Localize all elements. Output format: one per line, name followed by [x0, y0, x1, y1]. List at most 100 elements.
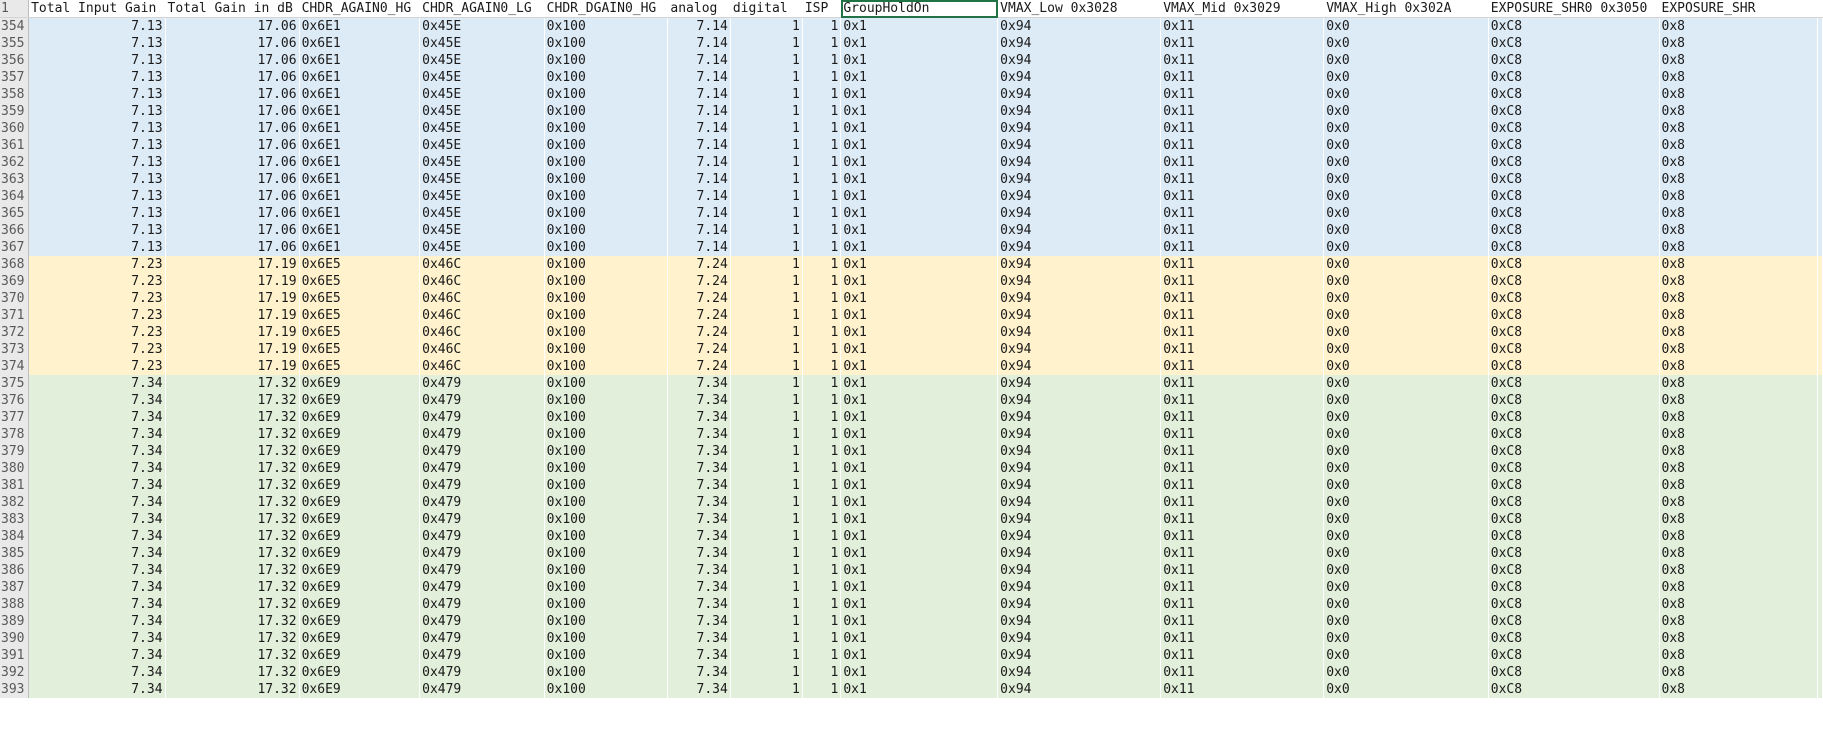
table-cell[interactable]: 0x100	[544, 290, 668, 307]
table-cell[interactable]: 1	[802, 171, 841, 188]
table-cell[interactable]: 0x0	[1323, 460, 1489, 477]
table-cell[interactable]: 0x0	[1323, 86, 1489, 103]
table-cell[interactable]: 7.34	[667, 528, 731, 545]
table-cell[interactable]: 7.34	[667, 613, 731, 630]
table-cell[interactable]: 0x8	[1659, 171, 1818, 188]
table-cell[interactable]: 7.34	[28, 528, 166, 545]
table-cell[interactable]: 0x94	[997, 647, 1161, 664]
table-cell[interactable]: 0x479	[419, 392, 545, 409]
table-cell[interactable]	[1817, 375, 1823, 392]
table-cell[interactable]: 0x11	[1160, 596, 1324, 613]
table-cell[interactable]: 0x8	[1659, 681, 1818, 698]
table-cell[interactable]	[1817, 494, 1823, 511]
table-cell[interactable]: 0x8	[1659, 273, 1818, 290]
table-cell[interactable]: 1	[802, 443, 841, 460]
table-cell[interactable]: 0x100	[544, 426, 668, 443]
table-cell[interactable]: 0x1	[840, 375, 998, 392]
table-cell[interactable]: 1	[802, 120, 841, 137]
row-number[interactable]: 362	[0, 154, 30, 171]
table-cell[interactable]: 0x94	[997, 545, 1161, 562]
table-cell[interactable]: 0xC8	[1488, 579, 1659, 596]
table-cell[interactable]: 0xC8	[1488, 273, 1659, 290]
table-cell[interactable]: 1	[730, 460, 803, 477]
column-header-cell[interactable]: digital	[730, 0, 803, 18]
row-number[interactable]: 354	[0, 17, 30, 35]
table-cell[interactable]: 0x100	[544, 545, 668, 562]
table-cell[interactable]: 17.06	[165, 239, 300, 256]
table-cell[interactable]: 17.06	[165, 188, 300, 205]
row-number[interactable]: 369	[0, 273, 30, 290]
table-cell[interactable]: 0x94	[997, 664, 1161, 681]
table-cell[interactable]: 0x46C	[419, 290, 545, 307]
table-cell[interactable]: 0x6E1	[299, 35, 420, 52]
table-cell[interactable]: 0x11	[1160, 273, 1324, 290]
table-cell[interactable]: 17.32	[165, 375, 300, 392]
table-cell[interactable]: 7.34	[28, 511, 166, 528]
table-cell[interactable]: 7.34	[28, 494, 166, 511]
table-cell[interactable]	[1817, 324, 1823, 341]
table-cell[interactable]: 7.13	[28, 137, 166, 154]
table-cell[interactable]: 0x45E	[419, 205, 545, 222]
table-cell[interactable]: 0xC8	[1488, 681, 1659, 698]
table-cell[interactable]	[1817, 562, 1823, 579]
table-cell[interactable]: 1	[802, 358, 841, 375]
table-cell[interactable]: 0x100	[544, 239, 668, 256]
table-cell[interactable]: 7.23	[28, 358, 166, 375]
row-number[interactable]: 371	[0, 307, 30, 324]
table-cell[interactable]: 7.14	[667, 222, 731, 239]
table-cell[interactable]: 1	[730, 35, 803, 52]
table-cell[interactable]: 1	[802, 103, 841, 120]
table-cell[interactable]: 7.34	[28, 664, 166, 681]
table-cell[interactable]: 0x11	[1160, 188, 1324, 205]
table-cell[interactable]: 0x11	[1160, 613, 1324, 630]
table-cell[interactable]: 0x11	[1160, 307, 1324, 324]
table-cell[interactable]: 7.13	[28, 103, 166, 120]
table-cell[interactable]: 7.34	[667, 460, 731, 477]
table-cell[interactable]: 1	[802, 341, 841, 358]
table-cell[interactable]: 0x11	[1160, 460, 1324, 477]
table-cell[interactable]: 0x45E	[419, 120, 545, 137]
table-cell[interactable]: 0x45E	[419, 239, 545, 256]
table-cell[interactable]: 0xC8	[1488, 222, 1659, 239]
table-cell[interactable]: 0x0	[1323, 35, 1489, 52]
table-cell[interactable]: 1	[802, 69, 841, 86]
table-cell[interactable]: 0x479	[419, 494, 545, 511]
table-cell[interactable]	[1817, 613, 1823, 630]
row-number[interactable]: 389	[0, 613, 30, 630]
table-cell[interactable]: 7.34	[667, 596, 731, 613]
row-number[interactable]: 381	[0, 477, 30, 494]
table-cell[interactable]: 0xC8	[1488, 307, 1659, 324]
table-cell[interactable]: 0x45E	[419, 52, 545, 69]
table-cell[interactable]	[1817, 358, 1823, 375]
table-cell[interactable]: 0x6E1	[299, 120, 420, 137]
table-cell[interactable]: 0x100	[544, 562, 668, 579]
table-cell[interactable]: 0x100	[544, 188, 668, 205]
table-cell[interactable]: 0x100	[544, 681, 668, 698]
table-cell[interactable]: 0x6E1	[299, 17, 420, 35]
table-cell[interactable]: 0x94	[997, 579, 1161, 596]
table-cell[interactable]: 17.32	[165, 477, 300, 494]
table-cell[interactable]: 0x94	[997, 17, 1161, 35]
table-cell[interactable]: 17.06	[165, 171, 300, 188]
table-cell[interactable]: 0xC8	[1488, 375, 1659, 392]
table-cell[interactable]: 0x100	[544, 613, 668, 630]
table-cell[interactable]: 0x11	[1160, 426, 1324, 443]
table-cell[interactable]: 0x1	[840, 426, 998, 443]
table-cell[interactable]: 0x479	[419, 545, 545, 562]
table-cell[interactable]: 0x1	[840, 35, 998, 52]
table-cell[interactable]: 0x11	[1160, 222, 1324, 239]
table-cell[interactable]: 0x0	[1323, 137, 1489, 154]
table-cell[interactable]: 0x45E	[419, 154, 545, 171]
table-cell[interactable]: 0x479	[419, 375, 545, 392]
table-cell[interactable]	[1817, 205, 1823, 222]
table-cell[interactable]: 0x1	[840, 681, 998, 698]
row-number[interactable]: 382	[0, 494, 30, 511]
table-cell[interactable]: 1	[730, 273, 803, 290]
row-number[interactable]: 380	[0, 460, 30, 477]
table-cell[interactable]: 0x0	[1323, 188, 1489, 205]
table-cell[interactable]: 1	[802, 647, 841, 664]
table-cell[interactable]: 7.14	[667, 103, 731, 120]
table-cell[interactable]: 0x0	[1323, 681, 1489, 698]
table-cell[interactable]: 17.06	[165, 35, 300, 52]
table-cell[interactable]: 0xC8	[1488, 494, 1659, 511]
